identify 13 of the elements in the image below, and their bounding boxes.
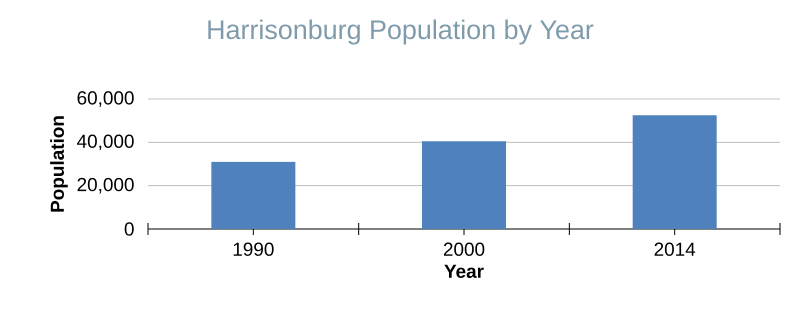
- y-tick-label: 40,000: [77, 134, 134, 150]
- bar: [211, 162, 296, 229]
- y-tick-label: 60,000: [78, 91, 134, 107]
- x-axis-title: Year: [444, 264, 484, 278]
- x-tick-label: 2000: [444, 242, 484, 256]
- chart-title: Harrisonburg Population by Year: [208, 19, 594, 45]
- x-tick-label: 1990: [234, 242, 274, 256]
- y-axis-title: Population: [50, 116, 68, 212]
- bar: [632, 115, 717, 229]
- y-tick-label: 0: [124, 222, 134, 236]
- y-tick-label: 20,000: [78, 178, 134, 194]
- bar: [422, 141, 506, 229]
- x-tick-label: 2014: [654, 242, 696, 256]
